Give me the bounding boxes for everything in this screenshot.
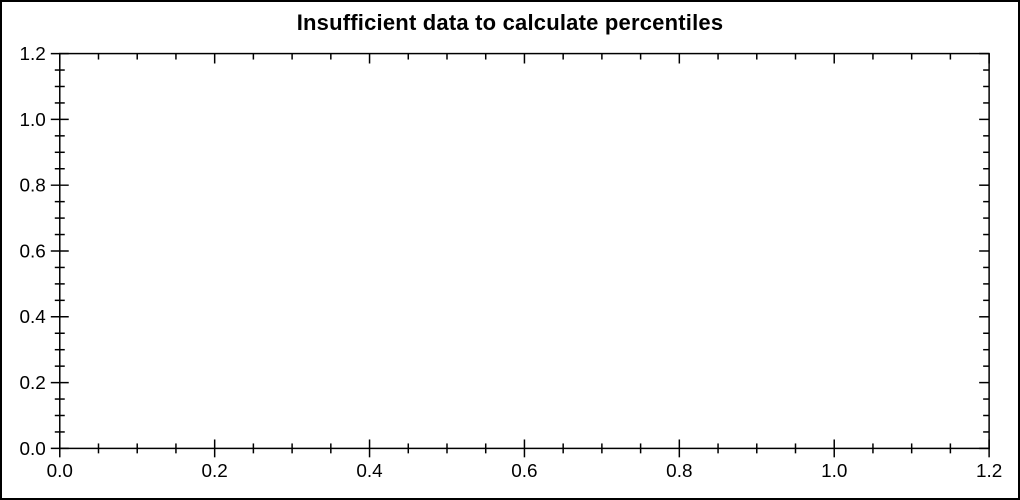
chart-title: Insufficient data to calculate percentil…: [296, 10, 724, 35]
x-tick-label: 0.6: [511, 461, 537, 482]
y-tick-label: 0.2: [20, 373, 46, 394]
plot-frame: [59, 52, 990, 450]
y-tick-label: 0.4: [20, 307, 46, 328]
x-tick-label: 0.0: [47, 461, 73, 482]
y-tick-label: 0.8: [20, 176, 46, 197]
x-tick-label: 1.2: [976, 461, 1002, 482]
x-tick-label: 0.2: [202, 461, 228, 482]
y-tick-label: 0.0: [20, 439, 46, 460]
y-tick-label: 1.2: [20, 44, 46, 65]
y-tick-label: 1.0: [20, 110, 46, 131]
x-tick-label: 0.4: [356, 461, 382, 482]
x-tick-label: 1.0: [821, 461, 847, 482]
y-tick-label: 0.6: [20, 241, 46, 262]
x-tick-label: 0.8: [666, 461, 692, 482]
